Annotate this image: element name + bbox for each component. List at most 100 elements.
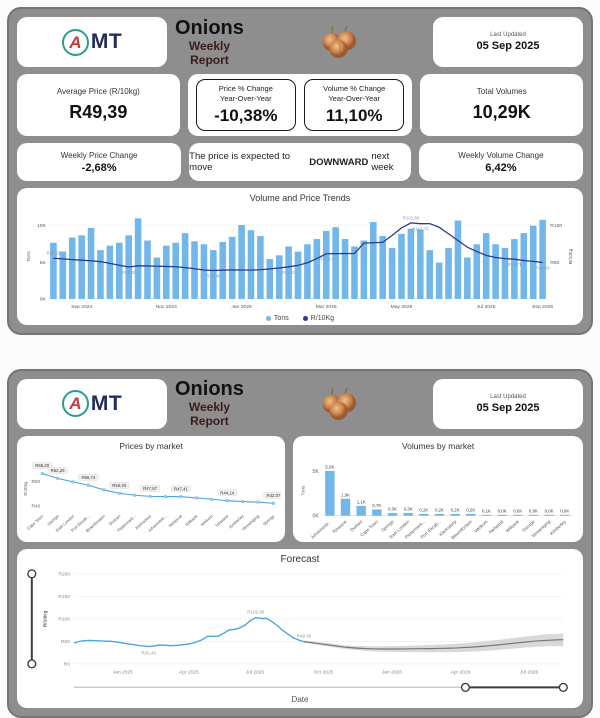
forecast-x-range-slider[interactable] bbox=[73, 682, 568, 692]
market-price-point[interactable] bbox=[241, 500, 244, 503]
tons-bar[interactable] bbox=[228, 236, 236, 299]
volume-bar[interactable] bbox=[403, 512, 414, 516]
market-price-point[interactable] bbox=[179, 495, 183, 498]
tons-bar[interactable] bbox=[529, 225, 537, 299]
tons-bar[interactable] bbox=[313, 239, 321, 299]
tons-bar[interactable] bbox=[266, 259, 274, 299]
market-price-point[interactable] bbox=[87, 483, 90, 487]
market-price-point[interactable] bbox=[40, 472, 44, 475]
tons-bar[interactable] bbox=[520, 233, 528, 299]
volume-bar[interactable] bbox=[497, 514, 507, 516]
tons-bar[interactable] bbox=[97, 250, 104, 299]
tons-bar[interactable] bbox=[398, 233, 405, 299]
market-price-point[interactable] bbox=[117, 491, 121, 495]
market-price-point[interactable] bbox=[195, 496, 198, 500]
forecast-y-zoom-slider[interactable] bbox=[27, 569, 37, 669]
market-price-point[interactable] bbox=[148, 494, 152, 498]
tons-bar[interactable] bbox=[134, 218, 142, 299]
tons-bar[interactable] bbox=[304, 244, 311, 299]
market-price-point[interactable] bbox=[210, 497, 214, 501]
tons-bar[interactable] bbox=[238, 224, 245, 299]
tons-bar[interactable] bbox=[172, 242, 180, 299]
tons-bar[interactable] bbox=[445, 247, 452, 299]
tons-bar[interactable] bbox=[144, 240, 151, 299]
market-price-point[interactable] bbox=[272, 501, 275, 505]
legend-item-price[interactable]: R/10Kg bbox=[302, 315, 334, 322]
tons-bar[interactable] bbox=[181, 233, 189, 299]
tons-bar[interactable] bbox=[369, 222, 377, 299]
market-price-point[interactable] bbox=[102, 488, 106, 491]
tons-bar[interactable] bbox=[200, 244, 208, 299]
tons-bar[interactable] bbox=[379, 236, 386, 299]
tons-bar[interactable] bbox=[322, 230, 330, 299]
tons-bar[interactable] bbox=[78, 235, 85, 299]
volume-bar[interactable] bbox=[544, 514, 554, 516]
tons-bar[interactable] bbox=[360, 240, 368, 299]
volume-bar[interactable] bbox=[481, 514, 492, 516]
tons-bar[interactable] bbox=[482, 233, 490, 299]
volume-bar[interactable] bbox=[419, 513, 429, 516]
tons-bar[interactable] bbox=[407, 228, 415, 299]
x-slider-right-handle[interactable] bbox=[558, 682, 568, 692]
svg-text:Tshwane: Tshwane bbox=[331, 518, 348, 534]
tons-bar[interactable] bbox=[153, 257, 161, 299]
tons-bar[interactable] bbox=[351, 246, 358, 299]
market-price-point[interactable] bbox=[71, 480, 75, 483]
tons-bar[interactable] bbox=[332, 227, 339, 299]
tons-bar[interactable] bbox=[454, 220, 462, 299]
tons-bar[interactable] bbox=[473, 244, 481, 299]
volumes-by-market-chart[interactable]: 0K 5K Tons 5,0K 1,9K 1,1K 0,7K 0,3K 0,3K 0,2K 0,2K… bbox=[297, 451, 579, 547]
tons-bar[interactable] bbox=[388, 247, 396, 299]
market-price-point[interactable] bbox=[56, 476, 59, 480]
tons-bar[interactable] bbox=[191, 241, 198, 299]
volume-bar[interactable] bbox=[325, 470, 335, 516]
tons-bar[interactable] bbox=[247, 230, 255, 299]
tons-bar[interactable] bbox=[59, 251, 67, 299]
volume-bar[interactable] bbox=[466, 513, 476, 516]
tons-bar[interactable] bbox=[275, 255, 283, 299]
tons-bar[interactable] bbox=[464, 257, 471, 299]
tons-bar[interactable] bbox=[294, 251, 302, 299]
tons-bar[interactable] bbox=[285, 246, 292, 299]
market-price-point[interactable] bbox=[133, 493, 137, 497]
y-slider-bottom-handle[interactable] bbox=[27, 659, 37, 669]
tons-bar[interactable] bbox=[435, 262, 443, 299]
tons-bar[interactable] bbox=[341, 239, 349, 299]
volume-bar[interactable] bbox=[528, 514, 539, 516]
market-price-point[interactable] bbox=[164, 495, 167, 498]
tons-bar[interactable] bbox=[417, 229, 424, 299]
volume-bar[interactable] bbox=[387, 512, 398, 516]
volume-bar[interactable] bbox=[356, 505, 367, 516]
tons-bar[interactable] bbox=[115, 242, 123, 299]
tons-bar[interactable] bbox=[539, 219, 546, 299]
tons-bar[interactable] bbox=[210, 250, 217, 299]
svg-text:Durban: Durban bbox=[108, 513, 122, 526]
market-price-point[interactable] bbox=[225, 499, 229, 502]
tons-bar[interactable] bbox=[257, 236, 264, 299]
forecast-chart[interactable]: R0 R50 R100 R150 R200 R/10Kg R38,46 R102,86 R49,… bbox=[23, 566, 577, 697]
y-slider-top-handle[interactable] bbox=[27, 569, 37, 579]
tons-bar[interactable] bbox=[106, 245, 114, 299]
market-price-point[interactable] bbox=[256, 500, 260, 504]
tons-bar[interactable] bbox=[426, 250, 434, 299]
volume-bar[interactable] bbox=[560, 514, 570, 516]
tons-bar[interactable] bbox=[511, 239, 518, 299]
volume-bar[interactable] bbox=[450, 513, 460, 516]
volume-bar[interactable] bbox=[434, 513, 445, 516]
tons-bar[interactable] bbox=[50, 242, 57, 299]
volume-bar[interactable] bbox=[341, 498, 351, 516]
volume-bar[interactable] bbox=[372, 509, 382, 516]
tons-bar[interactable] bbox=[492, 244, 499, 299]
legend-item-tons[interactable]: Tons bbox=[265, 315, 289, 322]
tons-bar[interactable] bbox=[87, 227, 95, 299]
logo-letter-a-2: A bbox=[69, 394, 82, 414]
bottom-report-panel: A MT Onions Weekly Report Last Updated 0… bbox=[7, 368, 593, 718]
tons-bar[interactable] bbox=[163, 245, 170, 299]
volume-bar[interactable] bbox=[513, 514, 523, 516]
volume-price-trends-chart[interactable]: 0K 5K 10K R50 R100 Tons R/10kg Sep 2024 Nov 2024… bbox=[23, 204, 577, 315]
tons-bar[interactable] bbox=[68, 237, 76, 299]
x-slider-left-handle[interactable] bbox=[460, 682, 471, 692]
svg-text:Oct 2025: Oct 2025 bbox=[314, 669, 334, 675]
tons-bar[interactable] bbox=[501, 247, 509, 299]
